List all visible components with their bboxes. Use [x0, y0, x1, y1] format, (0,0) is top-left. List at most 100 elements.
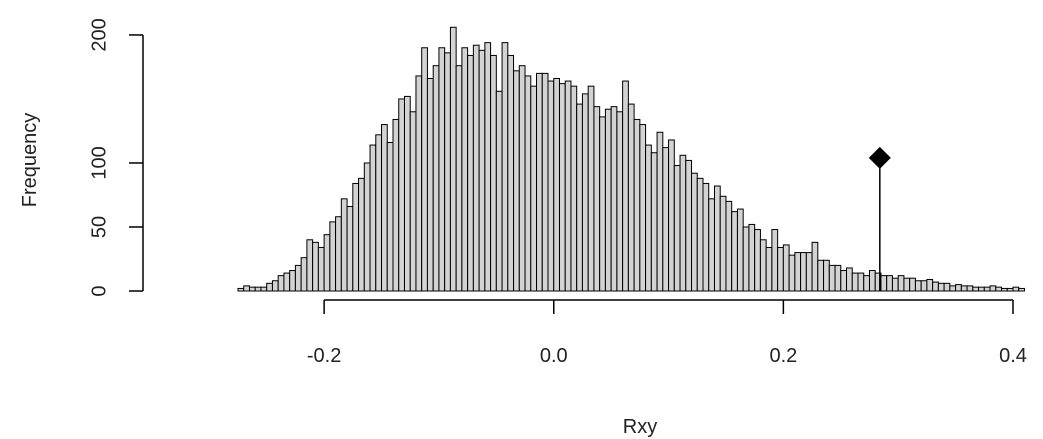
histogram-bar: [1006, 287, 1014, 292]
histogram-bar: [857, 272, 865, 292]
histogram-bar: [702, 182, 710, 292]
histogram-bar: [920, 280, 928, 292]
histogram-bar: [719, 195, 727, 292]
histogram-bar: [352, 182, 360, 292]
histogram-bar: [949, 285, 957, 292]
histogram-bar: [989, 285, 997, 292]
histogram-bar: [490, 54, 497, 292]
histogram-bar: [369, 144, 377, 292]
histogram-bar: [501, 42, 509, 292]
y-tick-label: 200: [88, 18, 110, 51]
histogram-bar: [668, 139, 675, 292]
histogram-bar: [260, 286, 268, 292]
histogram-bar: [633, 118, 641, 292]
histogram-bar: [386, 142, 394, 292]
histogram-bar: [478, 49, 486, 292]
histogram-bar: [248, 286, 256, 292]
histogram-bar: [823, 259, 830, 292]
histogram-bar: [317, 246, 325, 292]
histogram-bar: [604, 108, 612, 292]
histogram-bar: [553, 77, 560, 292]
histogram-bar: [346, 206, 354, 292]
histogram-bar: [771, 229, 779, 292]
histogram-bar: [271, 280, 279, 292]
histogram-bar: [903, 277, 911, 292]
histogram-bar: [536, 72, 543, 292]
histogram-bar: [679, 154, 687, 292]
histogram-bar: [599, 116, 606, 292]
histogram-bar: [587, 85, 595, 292]
histogram-bar: [392, 118, 400, 292]
histogram-bar: [593, 106, 601, 292]
histogram-bar: [467, 54, 474, 292]
histogram-bar: [880, 275, 888, 292]
histogram-bar: [685, 159, 693, 292]
histogram-bar: [300, 257, 308, 292]
histogram-bar: [455, 65, 463, 292]
histogram-bar: [403, 95, 411, 292]
histogram-bar: [754, 229, 761, 292]
x-tick-label: 0.4: [999, 345, 1027, 367]
histogram-bar: [748, 223, 756, 292]
histogram-bar: [840, 270, 848, 292]
histogram-bar: [340, 198, 348, 292]
histogram-bar: [283, 272, 291, 292]
histogram-bar: [955, 284, 962, 292]
histogram-bar: [254, 286, 262, 292]
observed-value-marker: [868, 146, 891, 291]
x-tick-label: 0.2: [769, 345, 797, 367]
histogram-bar: [662, 147, 670, 292]
histogram-bar: [294, 264, 302, 292]
histogram-bar: [645, 144, 652, 292]
histogram-bar: [673, 165, 681, 292]
histogram-bar: [323, 234, 331, 292]
histogram-bar: [759, 239, 767, 292]
histogram-bar: [358, 177, 365, 292]
histogram-bar: [432, 65, 440, 292]
y-tick-label: 50: [88, 216, 110, 238]
histogram-bar: [817, 259, 825, 292]
histogram-bar: [777, 246, 784, 292]
histogram-bar: [266, 282, 273, 292]
histogram-bar: [696, 177, 704, 292]
x-axis-title: Rxy: [623, 416, 657, 438]
histogram-bar: [650, 152, 658, 292]
histogram-bar: [237, 287, 245, 292]
histogram-bar: [518, 65, 526, 292]
histogram-bar: [581, 93, 589, 292]
x-tick-label: 0.0: [540, 345, 568, 367]
y-axis: 0 50 100 200: [88, 18, 144, 297]
histogram-bar: [805, 252, 813, 292]
histogram-bar: [495, 90, 503, 292]
histogram-bar: [426, 77, 434, 292]
histogram-bar: [421, 47, 428, 292]
histogram-bar: [375, 134, 383, 292]
histogram-bar: [983, 286, 991, 292]
histogram-bar: [363, 162, 371, 292]
histogram-bar: [541, 72, 549, 292]
histogram-bar: [828, 264, 836, 292]
histogram-bar: [656, 131, 664, 292]
histogram-bar: [335, 216, 342, 292]
histogram-bars: [237, 26, 1025, 292]
histogram-bar: [530, 85, 538, 292]
histogram-bar: [846, 267, 853, 292]
histogram-bar: [909, 277, 916, 292]
histogram-bar: [449, 26, 457, 292]
histogram-bar: [639, 124, 647, 292]
histogram-bar: [914, 280, 922, 292]
histogram-bar: [610, 106, 618, 292]
histogram-bar: [381, 124, 388, 292]
histogram-bar: [851, 272, 859, 292]
histogram-bar: [886, 275, 893, 292]
histogram-bar: [788, 254, 796, 292]
histogram-bar: [1001, 287, 1008, 292]
histogram-bar: [891, 277, 899, 292]
histogram-bar: [438, 47, 446, 292]
histogram-bar: [622, 80, 629, 292]
histogram-bar: [800, 252, 807, 292]
histogram-bar: [972, 286, 980, 292]
histogram-bar: [513, 70, 520, 292]
histogram-bar: [444, 52, 451, 292]
